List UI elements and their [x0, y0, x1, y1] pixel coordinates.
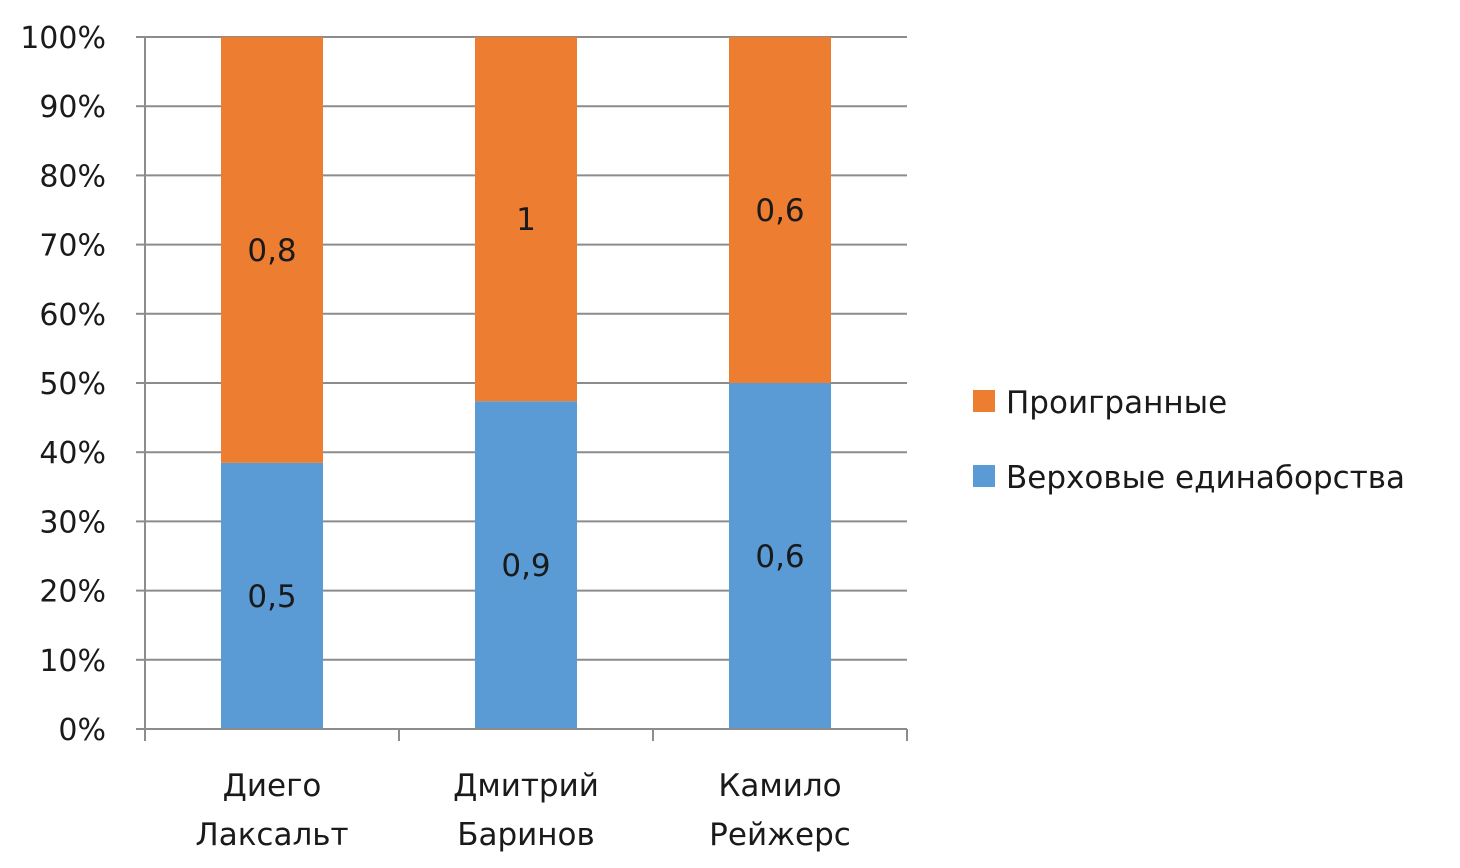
legend: Проигранные Верховые единаборства [973, 385, 1405, 496]
y-tick-label: 100% [20, 21, 106, 56]
y-tick-label: 90% [39, 90, 106, 125]
y-tick-label: 80% [39, 159, 106, 194]
data-label: 0,6 [755, 193, 804, 229]
y-tick-label: 70% [39, 229, 106, 264]
legend-swatch [973, 390, 995, 412]
category-label: Диего [223, 768, 322, 804]
category-label: Баринов [457, 817, 595, 853]
data-label: 1 [516, 202, 536, 238]
bar-segment [729, 37, 831, 383]
data-label: 0,5 [247, 579, 296, 615]
category-label: Дмитрий [453, 768, 599, 804]
labels: 0% 10% 20% 30% 40% 50% 60% 70% 80% 90% 100% 0,5 0,8 Д… [20, 21, 851, 853]
bar-segment [729, 383, 831, 729]
y-tick-label: 50% [39, 367, 106, 402]
category-label: Камило [718, 768, 841, 804]
data-label: 0,8 [247, 233, 296, 269]
category-label: Рейжерс [709, 817, 851, 853]
category-label: Лаксальт [195, 817, 348, 853]
bar-segment [475, 401, 577, 729]
y-tick-label: 10% [39, 644, 106, 679]
y-tick-label: 60% [39, 298, 106, 333]
bar-segment [221, 37, 323, 463]
y-tick-label: 40% [39, 436, 106, 471]
axes [136, 36, 908, 741]
y-tick-label: 20% [39, 575, 106, 610]
legend-label: Верховые единаборства [1006, 460, 1405, 496]
data-label: 0,6 [755, 539, 804, 575]
y-tick-label: 30% [39, 505, 106, 540]
y-tick-label: 0% [58, 713, 106, 748]
bar-segment [475, 37, 577, 402]
data-label: 0,9 [501, 548, 550, 584]
legend-label: Проигранные [1006, 385, 1227, 421]
bars [221, 37, 831, 729]
legend-swatch [973, 465, 995, 487]
bar-segment [221, 462, 323, 729]
